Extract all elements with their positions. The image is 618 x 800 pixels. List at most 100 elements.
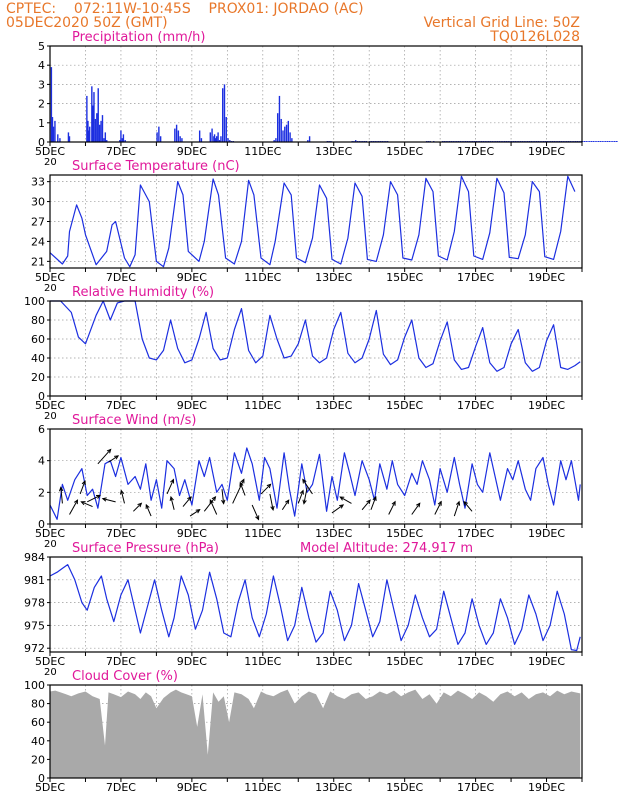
wind-arrow (239, 482, 246, 496)
panel-temp: 21 24 27 30 33 5DEC 7DEC 9DEC 11DEC 13DEC 15DEC 17D… (31, 159, 583, 294)
precip-bar (159, 136, 162, 142)
precip-bar (52, 126, 55, 142)
x-tick-label: 11DEC (244, 527, 281, 540)
panel-frame (49, 428, 583, 525)
wind-arrow-head (372, 495, 377, 501)
wind-arrow (361, 499, 371, 511)
wind-arrow-head (302, 499, 307, 505)
rh-line (50, 300, 581, 372)
precip-bar (308, 136, 311, 142)
x-tick-label: 19DEC (528, 781, 565, 794)
precip-bar (222, 88, 224, 142)
panel-title: Surface Wind (m/s) (72, 413, 196, 428)
panel-cloud: 0 20 40 60 80 100 5DEC 7DEC 9DEC 11DEC 13DEC 15DEC 1… (24, 669, 583, 794)
x-tick-label: 5DEC (35, 145, 65, 158)
x-tick-label: 11DEC (244, 781, 281, 794)
precip-bar (103, 138, 105, 142)
wind-arrow (79, 480, 86, 495)
precip-bar (59, 138, 61, 142)
precip-bar (282, 130, 284, 142)
precip-bar (57, 134, 59, 142)
precip-bar (158, 126, 160, 142)
precip-bar (613, 141, 616, 142)
precip-bar (51, 117, 54, 142)
precip-bar (211, 128, 213, 142)
wind-arrow (281, 499, 290, 511)
y-tick-label: 40 (31, 352, 45, 365)
precip-bar (177, 130, 180, 142)
wind-arrow (97, 449, 112, 465)
y-tick-label: 3 (38, 78, 45, 91)
x-tick-label: 7DEC (106, 145, 136, 158)
x-tick-label: 19DEC (528, 399, 565, 412)
wind-arrow (340, 496, 352, 504)
wind-arrow (81, 501, 93, 508)
precip-bar (597, 141, 600, 142)
wind-arrow-head (96, 494, 102, 499)
precip-bar (605, 141, 607, 142)
precip-bar (100, 120, 102, 142)
precip-bar (93, 92, 95, 142)
x-tick-label: 15DEC (386, 399, 423, 412)
precip-bar (285, 124, 288, 142)
wind-arrow-head (285, 499, 290, 505)
y-tick-label: 6 (38, 423, 45, 436)
wind-arrow (170, 496, 175, 510)
x-year-label: 20 (44, 539, 57, 550)
x-tick-label: 7DEC (106, 271, 136, 284)
y-tick-label: 60 (31, 333, 45, 346)
wind-arrow (331, 504, 344, 514)
precip-bar (603, 141, 605, 142)
precip-bar (174, 128, 176, 142)
wind-arrow-head (240, 478, 245, 484)
panel-frame (49, 300, 583, 397)
precip-bar (587, 141, 589, 142)
wind-arrow (303, 487, 308, 504)
cloud-area (50, 689, 581, 778)
panel-rh: 0 20 40 60 80 100 5DEC 7DEC 9DEC 11DEC 13DEC 15DEC 1… (24, 285, 583, 422)
wind-arrow (302, 479, 313, 495)
y-tick-label: 1 (38, 117, 45, 130)
x-tick-label: 9DEC (177, 399, 207, 412)
precip-bar (217, 132, 219, 142)
y-tick-label: 20 (31, 753, 45, 766)
precip-bar (200, 138, 203, 142)
y-tick-label: 978 (24, 597, 45, 610)
precip-bar (104, 132, 107, 142)
wind-arrow (209, 499, 218, 515)
wind-arrow (132, 502, 142, 512)
wind-arrow-head (187, 496, 192, 501)
y-tick-label: 981 (24, 574, 45, 587)
panel-frame (49, 45, 583, 143)
wind-arrow-head (339, 504, 345, 509)
precip-bar (599, 141, 602, 142)
x-tick-label: 11DEC (244, 655, 281, 668)
wind-arrow-head (73, 499, 79, 505)
x-tick-label: 19DEC (528, 145, 565, 158)
precip-bar (97, 88, 99, 142)
precip-bar (612, 141, 614, 142)
x-tick-label: 7DEC (106, 527, 136, 540)
precip-bar (276, 113, 279, 142)
precip-bar (88, 130, 90, 142)
wind-arrow-head (266, 483, 272, 489)
wind-arrow (203, 496, 216, 512)
wind-arrow-head (106, 448, 112, 454)
y-tick-label: 0 (38, 518, 45, 531)
precip-bar (291, 138, 293, 142)
panel-pres: 972 975 978 981 984 5DEC 7DEC 9DEC 11DEC 13DEC 15D… (24, 541, 583, 678)
precip-bar (615, 141, 618, 142)
precip-bar (610, 141, 612, 142)
wind-arrow (102, 498, 116, 503)
precip-bar (213, 134, 216, 142)
x-tick-label: 7DEC (106, 781, 136, 794)
wind-arrow (434, 501, 442, 515)
y-tick-label: 60 (31, 716, 45, 729)
x-tick-label: 7DEC (106, 399, 136, 412)
panel-frame (49, 556, 583, 653)
wind-arrow (87, 494, 101, 503)
x-tick-label: 5DEC (35, 271, 65, 284)
wind-arrow-head (416, 502, 421, 508)
precip-bar (198, 130, 201, 142)
wind-arrow-head (114, 455, 120, 460)
